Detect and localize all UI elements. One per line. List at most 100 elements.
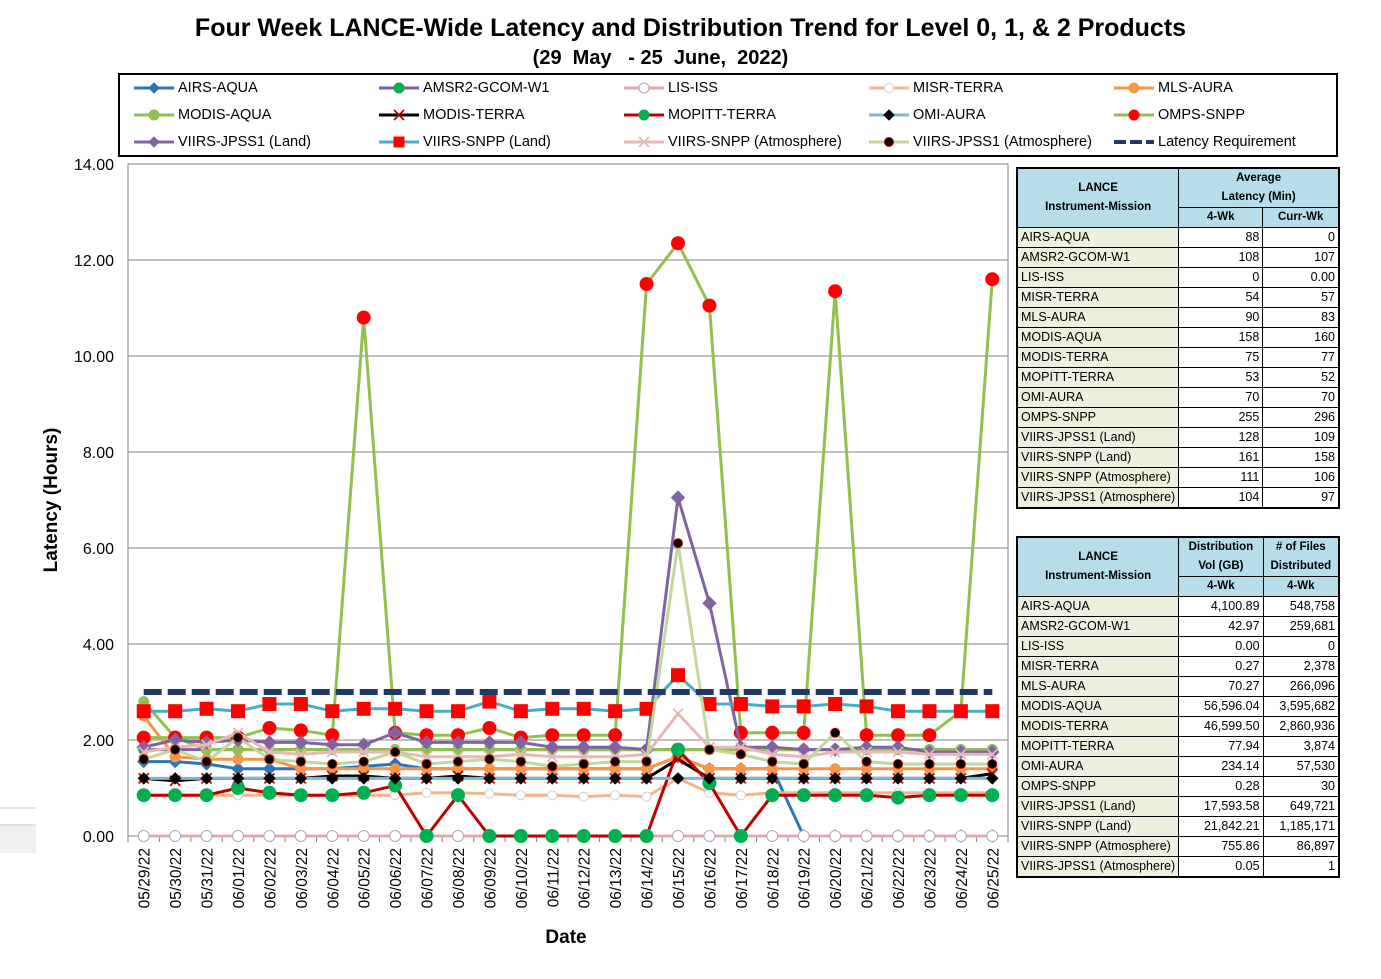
- legend-label: VIIRS-JPSS1 (Atmosphere): [913, 134, 1092, 150]
- point-lis-iss: [169, 830, 182, 842]
- table-row: MISR-TERRA 0.27 2,378: [1016, 656, 1340, 677]
- point-viirs-snpp-atmosphere: [326, 746, 338, 758]
- point-viirs-jpss1-atmosphere: [233, 732, 243, 743]
- legend-label: MLS-AURA: [1158, 80, 1233, 96]
- table-row: OMPS-SNPP 0.28 30: [1016, 776, 1340, 797]
- table-row: AIRS-AQUA 88 0: [1016, 227, 1340, 248]
- point-omi-aura: [231, 772, 245, 785]
- table-row: VIIRS-JPSS1 (Atmosphere) 0.05 1: [1016, 856, 1340, 878]
- legend-label: Latency Requirement: [1158, 134, 1296, 150]
- table-cell-value: 70: [1178, 387, 1264, 408]
- point-viirs-jpss1-atmosphere: [358, 756, 369, 767]
- point-omps-snpp: [859, 728, 874, 743]
- point-mls-aura: [232, 753, 244, 765]
- point-viirs-jpss1-atmosphere: [327, 759, 338, 769]
- series-omi-aura: [137, 772, 999, 785]
- table-cell-value: 0.00: [1178, 636, 1264, 657]
- point-viirs-snpp-land: [419, 704, 434, 719]
- table-row: LIS-ISS 0.00 0: [1016, 636, 1340, 657]
- point-viirs-snpp-atmosphere: [138, 746, 150, 758]
- point-viirs-snpp-land: [325, 704, 340, 719]
- point-viirs-jpss1-atmosphere: [767, 756, 778, 767]
- table-cell-value: 90: [1178, 307, 1264, 328]
- table-cell-value: 160: [1262, 327, 1340, 348]
- table-cell-instrument: MLS-AURA: [1016, 676, 1180, 697]
- table-header-header_vol: Distribution Vol (GB): [1178, 536, 1264, 577]
- point-mopitt-terra: [639, 829, 654, 843]
- x-tick-label: 06/11/22: [545, 848, 562, 907]
- series-viirs-snpp-land: [136, 668, 1000, 719]
- legend-item-misr-terra: MISR-TERRA: [867, 77, 1003, 99]
- point-lis-iss: [263, 830, 276, 842]
- x-tick-label: 06/03/22: [294, 848, 311, 908]
- legend-item-omi-aura: OMI-AURA: [867, 104, 986, 126]
- point-omps-snpp: [922, 728, 937, 743]
- header-line: LANCE: [1078, 182, 1118, 194]
- edge-lines: [0, 807, 36, 853]
- x-tick-label: 06/15/22: [671, 848, 688, 908]
- table-row: MLS-AURA 70.27 266,096: [1016, 676, 1340, 697]
- point-viirs-jpss1-land: [545, 739, 560, 755]
- x-tick-label: 06/21/22: [860, 848, 877, 908]
- point-omi-aura: [451, 772, 465, 785]
- header-line: Distribution: [1188, 541, 1254, 553]
- point-misr-terra: [735, 790, 746, 801]
- table-cell-instrument: LIS-ISS: [1016, 636, 1180, 657]
- legend-label: OMI-AURA: [913, 107, 986, 123]
- table-cell-instrument: VIIRS-SNPP (Land): [1016, 447, 1180, 468]
- legend-label: VIIRS-JPSS1 (Land): [178, 134, 311, 150]
- point-omps-snpp: [985, 272, 1000, 287]
- x-tick-label: 06/18/22: [765, 848, 782, 908]
- table-cell-instrument: AIRS-AQUA: [1016, 596, 1180, 617]
- table-cell-instrument: MODIS-AQUA: [1016, 696, 1180, 717]
- legend-marker: [884, 83, 894, 93]
- point-viirs-snpp-land: [608, 704, 623, 719]
- point-omi-aura: [577, 772, 590, 785]
- point-viirs-snpp-land: [891, 704, 905, 719]
- legend-label: MODIS-AQUA: [178, 107, 272, 123]
- point-mopitt-terra: [545, 829, 560, 843]
- table-row: MISR-TERRA 54 57: [1016, 287, 1340, 308]
- legend-swatch: [869, 109, 909, 121]
- table-cell-value: 54: [1178, 287, 1264, 308]
- point-omps-snpp: [796, 725, 811, 740]
- point-omps-snpp: [765, 725, 780, 740]
- x-tick-label: 06/10/22: [514, 848, 531, 908]
- legend-label: VIIRS-SNPP (Atmosphere): [668, 134, 842, 150]
- point-omi-aura: [294, 772, 308, 785]
- point-viirs-jpss1-atmosphere: [893, 759, 903, 769]
- legend-marker: [148, 82, 160, 94]
- table-cell-value: 17,593.58: [1178, 796, 1264, 817]
- chart-title: Four Week LANCE-Wide Latency and Distrib…: [194, 14, 1187, 42]
- point-viirs-jpss1-atmosphere: [830, 727, 841, 738]
- x-tick-label: 06/06/22: [388, 848, 405, 908]
- point-viirs-jpss1-atmosphere: [704, 744, 715, 755]
- point-omi-aura: [703, 772, 716, 785]
- point-viirs-jpss1-atmosphere: [547, 761, 558, 772]
- point-viirs-jpss1-atmosphere: [138, 754, 149, 765]
- table-cell-value: 259,681: [1262, 616, 1340, 637]
- point-omi-aura: [326, 772, 339, 785]
- latency-line-chart: 0.00 2.00 4.00 6.00 8.00 10.00 12.00 14.00 05/29…: [41, 157, 1009, 948]
- point-viirs-snpp-land: [953, 704, 968, 719]
- point-mopitt-terra: [608, 829, 623, 843]
- legend-marker: [883, 109, 895, 121]
- table-cell-value: 0.28: [1178, 776, 1264, 797]
- point-mopitt-terra: [419, 829, 434, 843]
- table-row: MOPITT-TERRA 77.94 3,874: [1016, 736, 1340, 757]
- point-omi-aura: [357, 772, 370, 785]
- point-viirs-jpss1-land: [513, 735, 529, 750]
- table-cell-value: 161: [1178, 447, 1264, 468]
- point-viirs-jpss1-land: [576, 739, 591, 755]
- point-viirs-jpss1-land: [859, 739, 874, 755]
- point-mopitt-terra: [199, 788, 214, 803]
- legend-item-airs-aqua: AIRS-AQUA: [132, 77, 258, 99]
- table-cell-instrument: MODIS-TERRA: [1016, 347, 1180, 368]
- point-viirs-snpp-land: [451, 704, 465, 719]
- table-cell-instrument: AMSR2-GCOM-W1: [1016, 247, 1180, 268]
- point-viirs-jpss1-atmosphere: [610, 756, 621, 767]
- table-row: VIIRS-SNPP (Land) 21,842.21 1,185,171: [1016, 816, 1340, 837]
- header-line: Instrument-Mission: [1045, 570, 1152, 582]
- legend-label: VIIRS-SNPP (Land): [423, 134, 551, 150]
- point-lis-iss: [294, 830, 307, 842]
